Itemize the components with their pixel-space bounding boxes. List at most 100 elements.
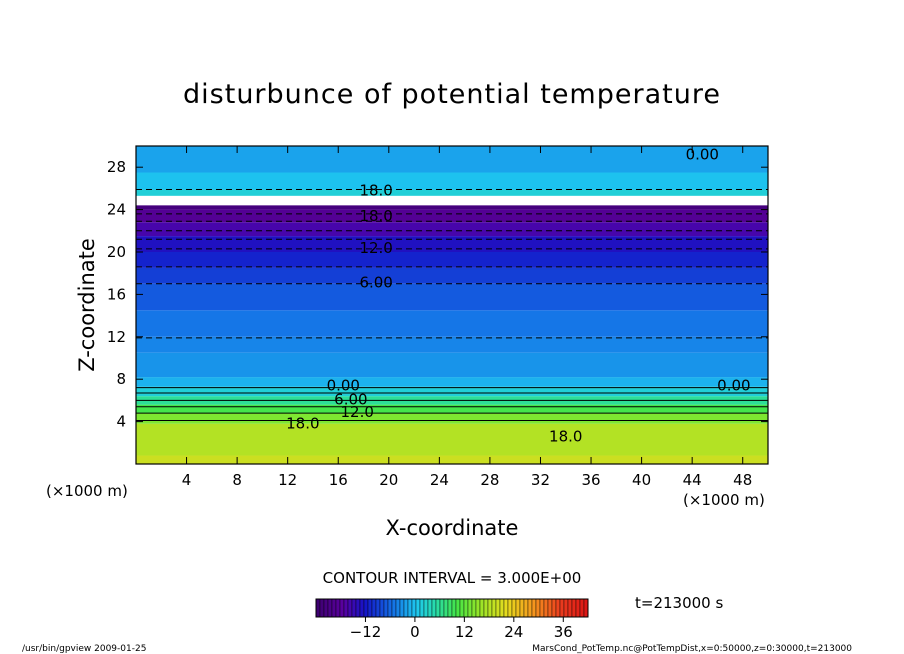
colorbar-frame (315, 598, 589, 618)
contour-interval-text: CONTOUR INTERVAL = 3.000E+00 (323, 569, 582, 587)
colorbar-segment-25 (415, 598, 421, 618)
colorbar-segment-41 (479, 598, 485, 618)
colorbar-segment-8 (347, 598, 353, 618)
color-band-14 (136, 222, 768, 237)
contour-label-8: 18.0 (286, 415, 319, 433)
colorbar-segment-10 (355, 598, 361, 618)
x-tick-label-0: 4 (182, 471, 192, 489)
colorbar-segment-65 (575, 598, 581, 618)
contour-label-1: 18.0 (359, 182, 392, 200)
plot-area: 0.0018.018.012.06.000.006.0012.018.018.0… (136, 145, 768, 464)
color-band-3 (136, 404, 768, 414)
colorbar-segment-63 (567, 598, 573, 618)
x-tick-label-2: 12 (278, 471, 297, 489)
x-tick-label-4: 20 (379, 471, 398, 489)
color-band-7 (136, 352, 768, 378)
colorbar-segment-33 (447, 598, 453, 618)
colorbar-segment-53 (527, 598, 533, 618)
contour-label-10: 0.00 (717, 377, 750, 395)
colorbar-segment-6 (339, 598, 345, 618)
chart-title: disturbunce of potential temperature (183, 79, 721, 110)
y-axis-label: Z-coordinate (75, 238, 99, 372)
color-band-15 (136, 209, 768, 223)
colorbar-segment-51 (519, 598, 525, 618)
colorbar-segment-47 (503, 598, 509, 618)
plot-frame (135, 145, 769, 465)
colorbar-segment-22 (403, 598, 409, 618)
x-tick-label-6: 28 (480, 471, 499, 489)
color-bands (136, 146, 768, 464)
colorbar-segment-37 (463, 598, 469, 618)
x-unit-left: (×1000 m) (46, 482, 128, 500)
colorbar-segment-7 (343, 598, 349, 618)
colorbar-segment-57 (543, 598, 549, 618)
contour-label-0: 0.00 (686, 145, 719, 163)
colorbar-segment-23 (407, 598, 413, 618)
colorbar-segment-60 (555, 598, 561, 618)
colorbar-segment-58 (547, 598, 553, 618)
colorbar-segment-56 (539, 598, 545, 618)
y-tick-label-6: 28 (107, 158, 126, 176)
footer-left: /usr/bin/gpview 2009-01-25 (22, 644, 146, 654)
color-band-16 (136, 205, 768, 210)
colorbar-segment-13 (367, 598, 373, 618)
colorbar (315, 598, 589, 618)
colorbar-segment-27 (423, 598, 429, 618)
y-tick-label-2: 12 (107, 328, 126, 346)
colorbar-segment-52 (523, 598, 529, 618)
y-tick-label-0: 4 (116, 413, 126, 431)
x-tick-label-9: 40 (632, 471, 651, 489)
colorbar-segment-62 (563, 598, 569, 618)
colorbar-tick-label-2: 12 (455, 623, 474, 641)
colorbar-segment-59 (551, 598, 557, 618)
x-tick-label-5: 24 (430, 471, 449, 489)
color-band-0 (136, 455, 768, 464)
colorbar-segment-19 (391, 598, 397, 618)
colorbar-segment-39 (471, 598, 477, 618)
colorbar-segment-11 (359, 598, 365, 618)
colorbar-segment-38 (467, 598, 473, 618)
colorbar-segment-45 (495, 598, 501, 618)
color-band-18 (136, 172, 768, 190)
colorbar-segment-15 (375, 598, 381, 618)
colorbar-segment-3 (327, 598, 333, 618)
colorbar-segment-14 (371, 598, 377, 618)
color-band-17 (136, 189, 768, 196)
color-band-19 (136, 146, 768, 173)
colorbar-segment-32 (443, 598, 449, 618)
contour-label-7: 12.0 (340, 403, 373, 421)
x-tick-label-11: 48 (733, 471, 752, 489)
colorbar-segment-35 (455, 598, 461, 618)
color-band-6 (136, 377, 768, 387)
y-tick-label-1: 8 (116, 370, 126, 388)
x-tick-label-7: 32 (531, 471, 550, 489)
colorbar-segment-36 (459, 598, 465, 618)
x-tick-label-10: 44 (683, 471, 702, 489)
x-unit-right: (×1000 m) (683, 491, 765, 509)
color-band-2 (136, 413, 768, 424)
contour-label-3: 12.0 (359, 239, 392, 257)
contour-label-9: 18.0 (549, 427, 582, 445)
x-tick-label-1: 8 (232, 471, 242, 489)
colorbar-segment-49 (511, 598, 517, 618)
colorbar-segment-46 (499, 598, 505, 618)
colorbar-segment-17 (383, 598, 389, 618)
colorbar-segment-16 (379, 598, 385, 618)
colorbar-segment-0 (315, 598, 321, 618)
color-band-8 (136, 336, 768, 353)
x-axis: 4 8 12 16 20 24 28 32 36 40 44 48 (182, 146, 752, 489)
color-band-11 (136, 267, 768, 284)
x-tick-label-3: 16 (329, 471, 348, 489)
contour-label-6: 6.00 (334, 390, 367, 408)
color-band-10 (136, 283, 768, 311)
footer-right: MarsCond_PotTemp.nc@PotTempDist,x=0:5000… (532, 644, 852, 654)
colorbar-segment-48 (507, 598, 513, 618)
colorbar-segment-61 (559, 598, 565, 618)
x-tick-label-8: 36 (581, 471, 600, 489)
colorbar-segment-31 (439, 598, 445, 618)
contour-label-2: 18.0 (359, 207, 392, 225)
colorbar-segment-18 (387, 598, 393, 618)
colorbar-segment-2 (323, 598, 329, 618)
colorbar-segment-55 (535, 598, 541, 618)
